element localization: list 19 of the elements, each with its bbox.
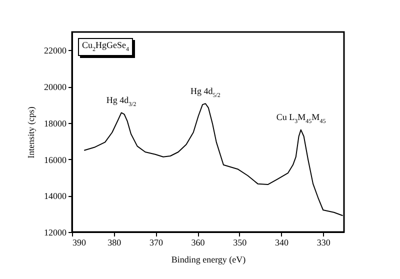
x-tick-label: 370 (149, 238, 164, 248)
y-tick-label: 18000 (44, 118, 67, 128)
annotation: Hg 4d$_{5/2}$ (190, 86, 220, 98)
y-tick-label: 14000 (44, 191, 67, 202)
x-tick-label: 350 (233, 238, 248, 248)
annotation: Hg 4d$_{3/2}$ (106, 94, 136, 108)
y-tick-label: 22000 (44, 46, 67, 56)
annotation: Cu$_{2}$HgGeSe$_{4}$ (78, 38, 134, 56)
x-tick-label: 390 (72, 238, 86, 248)
x-tick-label: 380 (108, 238, 122, 248)
y-tick-label: 12000 (44, 228, 67, 238)
x-tick-label: 360 (191, 238, 206, 248)
x-axis-title: Binding energy (eV) (171, 254, 246, 264)
y-tick-label: 20000 (44, 82, 67, 92)
x-tick-label: 340 (274, 238, 289, 248)
y-axis-title: Intensity (cps) (26, 106, 36, 158)
x-tick-label: 330 (316, 238, 331, 248)
annotation: Cu L$_{3}$M$_{45}$M$_{45}$ (276, 112, 326, 125)
y-tick-label: 16000 (44, 154, 67, 165)
